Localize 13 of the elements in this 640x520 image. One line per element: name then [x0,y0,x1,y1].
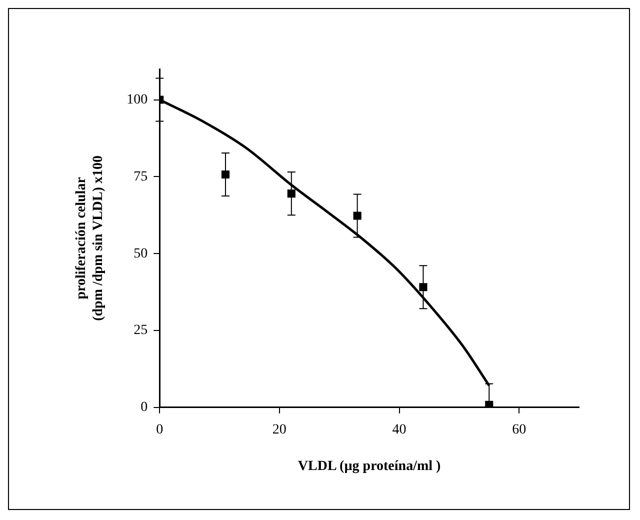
y-tick-label: 100 [126,92,148,108]
y-tick-label: 0 [140,400,148,416]
y-tick-label: 25 [134,323,148,338]
x-tick-label: 60 [512,422,526,438]
x-tick-label: 0 [156,422,164,438]
point [353,212,362,220]
x-tick-label: 20 [272,422,286,438]
x-axis-title: VLDL (µg proteína/ml ) [298,459,442,474]
y-tick-label: 75 [134,169,148,184]
point [419,283,428,292]
x-tick-label: 40 [392,422,406,438]
y-tick-label: 50 [134,246,148,262]
y-axis-title: proliferación celular (dpm /dpm sin VLDL) x100 [74,155,106,321]
